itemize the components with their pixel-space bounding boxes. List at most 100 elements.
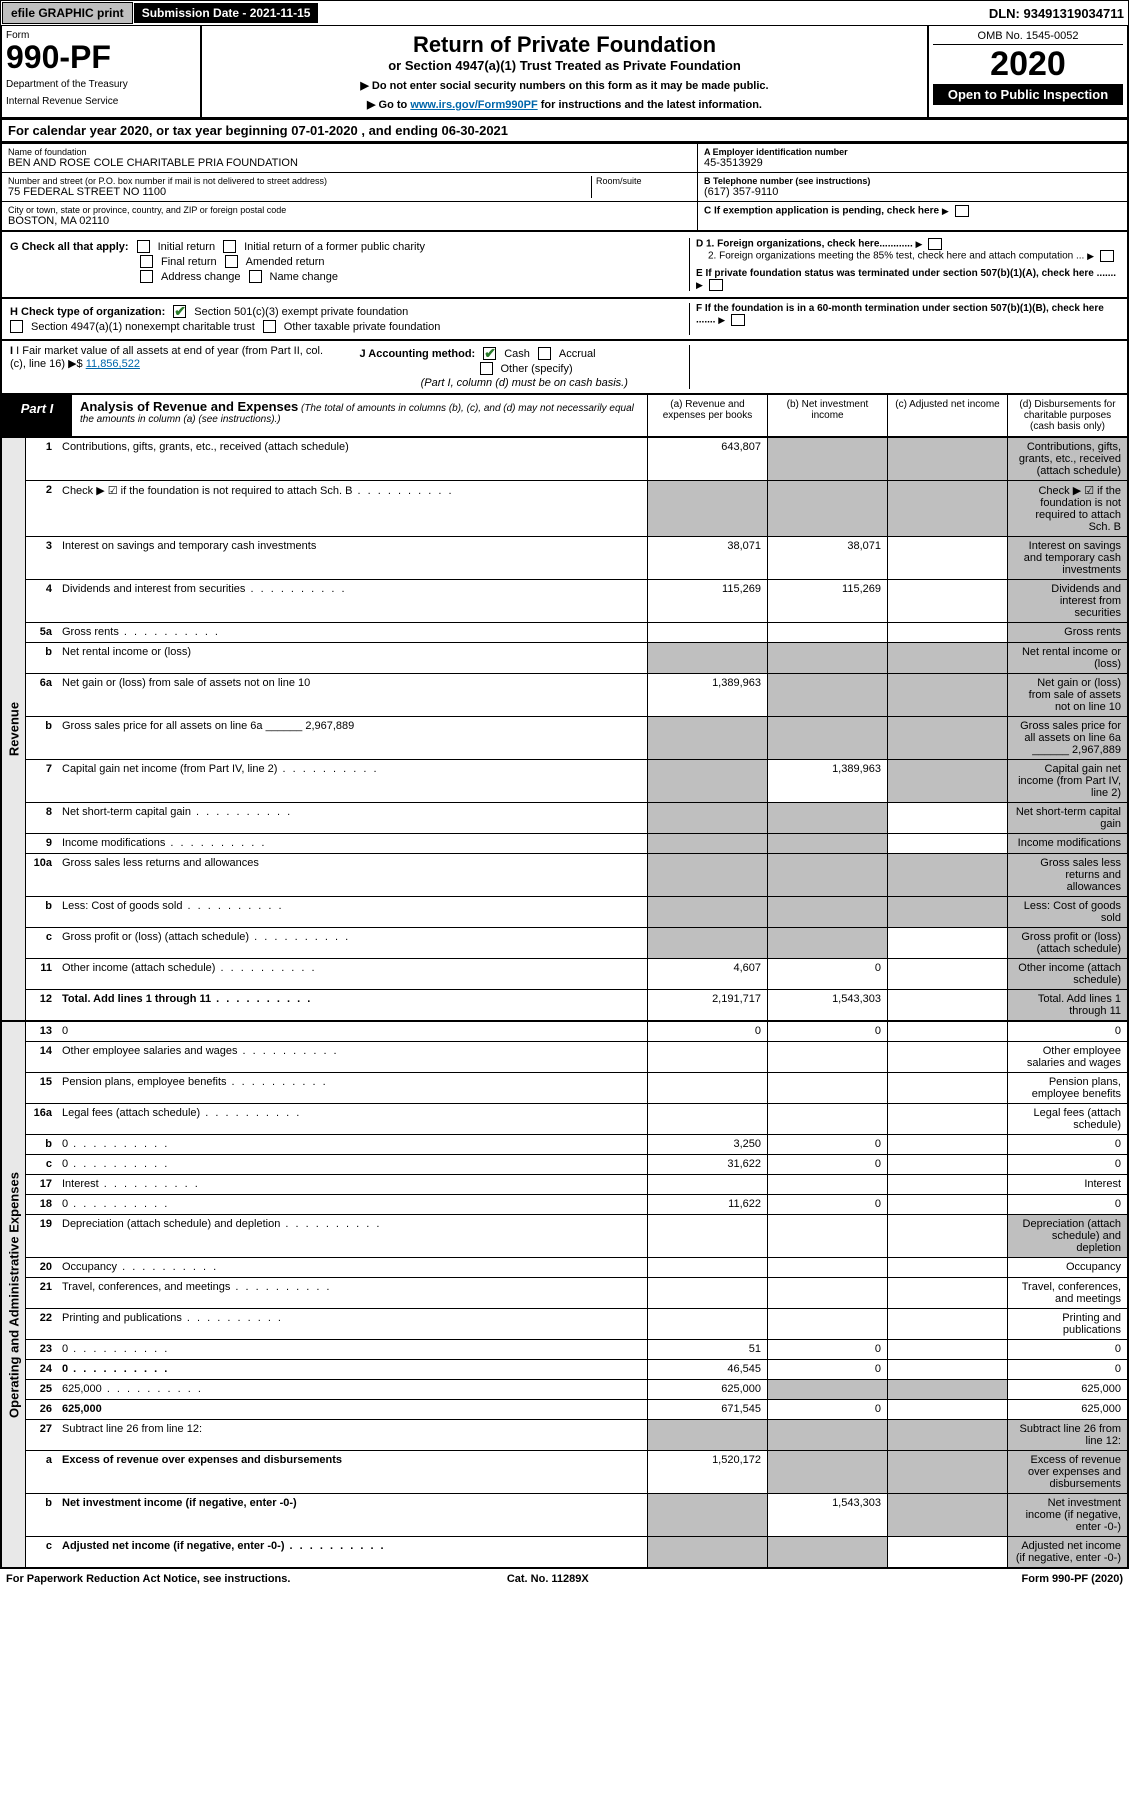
amended-return-checkbox[interactable]	[225, 255, 238, 268]
final-return-checkbox[interactable]	[140, 255, 153, 268]
cell-b: 0	[767, 1400, 887, 1419]
line-number: 10a	[26, 854, 58, 896]
cell-d: Net rental income or (loss)	[1007, 643, 1127, 673]
cell-a: 51	[647, 1340, 767, 1359]
line-number: b	[26, 1494, 58, 1536]
addr-change-checkbox[interactable]	[140, 270, 153, 283]
cell-a	[647, 623, 767, 642]
cell-d: Gross rents	[1007, 623, 1127, 642]
cell-c	[887, 674, 1007, 716]
cell-d: Gross sales price for all assets on line…	[1007, 717, 1127, 759]
name-change-checkbox[interactable]	[249, 270, 262, 283]
cell-c	[887, 1215, 1007, 1257]
table-row: 7Capital gain net income (from Part IV, …	[26, 760, 1127, 803]
line-description: Income modifications	[58, 834, 647, 853]
d2-checkbox[interactable]	[1100, 250, 1114, 262]
cell-c	[887, 928, 1007, 958]
line-number: 26	[26, 1400, 58, 1419]
street-address: 75 FEDERAL STREET NO 1100	[8, 186, 591, 198]
cell-a: 625,000	[647, 1380, 767, 1399]
cell-c	[887, 1537, 1007, 1567]
table-row: c Gross profit or (loss) (attach schedule…	[26, 928, 1127, 959]
cell-d: Total. Add lines 1 through 11	[1007, 990, 1127, 1020]
initial-return-checkbox[interactable]	[137, 240, 150, 253]
room-label: Room/suite	[596, 176, 691, 186]
cell-c	[887, 1278, 1007, 1308]
other-specify-checkbox[interactable]	[480, 362, 493, 375]
cell-b	[767, 1175, 887, 1194]
open-to-public: Open to Public Inspection	[933, 84, 1123, 105]
fmv-link[interactable]: 11,856,522	[86, 358, 140, 370]
col-b-header: (b) Net investment income	[767, 395, 887, 436]
accrual-checkbox[interactable]	[538, 347, 551, 360]
omb-number: OMB No. 1545-0052	[933, 30, 1123, 45]
cell-a	[647, 1537, 767, 1567]
col-c-header: (c) Adjusted net income	[887, 395, 1007, 436]
line-number: 7	[26, 760, 58, 802]
cell-a: 643,807	[647, 438, 767, 480]
cell-d: Other employee salaries and wages	[1007, 1042, 1127, 1072]
cell-b	[767, 1451, 887, 1493]
revenue-side-label: Revenue	[6, 702, 21, 756]
foundation-name: BEN AND ROSE COLE CHARITABLE PRIA FOUNDA…	[8, 157, 691, 169]
table-row: 2Check ▶ ☑ if the foundation is not requ…	[26, 481, 1127, 537]
line-number: 25	[26, 1380, 58, 1399]
501c3-checkbox[interactable]	[173, 305, 186, 318]
ssn-note: ▶ Do not enter social security numbers o…	[208, 79, 921, 92]
cell-c	[887, 580, 1007, 622]
cell-c	[887, 897, 1007, 927]
i-label: I I Fair market value of all assets at e…	[10, 345, 323, 370]
cell-c	[887, 1155, 1007, 1174]
efile-button[interactable]: efile GRAPHIC print	[2, 2, 133, 24]
cell-b	[767, 674, 887, 716]
cash-checkbox[interactable]	[483, 347, 496, 360]
e-checkbox[interactable]	[709, 279, 723, 291]
other-taxable-checkbox[interactable]	[263, 320, 276, 333]
table-row: c031,62200	[26, 1155, 1127, 1175]
cell-b	[767, 438, 887, 480]
table-row: bNet investment income (if negative, ent…	[26, 1494, 1127, 1537]
line-number: c	[26, 928, 58, 958]
cell-d: 0	[1007, 1135, 1127, 1154]
cell-c	[887, 990, 1007, 1020]
c-checkbox[interactable]	[955, 205, 969, 217]
initial-public-checkbox[interactable]	[223, 240, 236, 253]
cell-c	[887, 959, 1007, 989]
cell-a	[647, 928, 767, 958]
table-row: 130000	[26, 1022, 1127, 1042]
cell-b: 38,071	[767, 537, 887, 579]
cash-basis-note: (Part I, column (d) must be on cash basi…	[360, 377, 690, 389]
form-subtitle: or Section 4947(a)(1) Trust Treated as P…	[208, 58, 921, 73]
d1-checkbox[interactable]	[928, 238, 942, 250]
tel-value: (617) 357-9110	[704, 186, 1121, 198]
table-row: 12Total. Add lines 1 through 112,191,717…	[26, 990, 1127, 1020]
dln: DLN: 93491319034711	[989, 6, 1128, 21]
cell-d: Net short-term capital gain	[1007, 803, 1127, 833]
table-row: 24046,54500	[26, 1360, 1127, 1380]
j-label: J Accounting method:	[360, 348, 476, 360]
cell-c	[887, 1135, 1007, 1154]
cell-d: Gross profit or (loss) (attach schedule)	[1007, 928, 1127, 958]
line-description: Net investment income (if negative, ente…	[58, 1494, 647, 1536]
4947-checkbox[interactable]	[10, 320, 23, 333]
f-checkbox[interactable]	[731, 314, 745, 326]
cell-a: 38,071	[647, 537, 767, 579]
cell-c	[887, 537, 1007, 579]
cell-b: 0	[767, 1155, 887, 1174]
cell-b: 0	[767, 1022, 887, 1041]
form990pf-link[interactable]: www.irs.gov/Form990PF	[410, 99, 537, 111]
line-description: Other income (attach schedule)	[58, 959, 647, 989]
cell-c	[887, 1360, 1007, 1379]
cell-b	[767, 1309, 887, 1339]
cell-b	[767, 928, 887, 958]
line-description: Gross rents	[58, 623, 647, 642]
expenses-grid: Operating and Administrative Expenses 13…	[0, 1022, 1129, 1569]
cell-b	[767, 1104, 887, 1134]
cell-d: Contributions, gifts, grants, etc., rece…	[1007, 438, 1127, 480]
table-row: bLess: Cost of goods soldLess: Cost of g…	[26, 897, 1127, 928]
line-number: 22	[26, 1309, 58, 1339]
cell-c	[887, 1380, 1007, 1399]
cell-b: 0	[767, 1195, 887, 1214]
line-description: Other employee salaries and wages	[58, 1042, 647, 1072]
line-number: 23	[26, 1340, 58, 1359]
